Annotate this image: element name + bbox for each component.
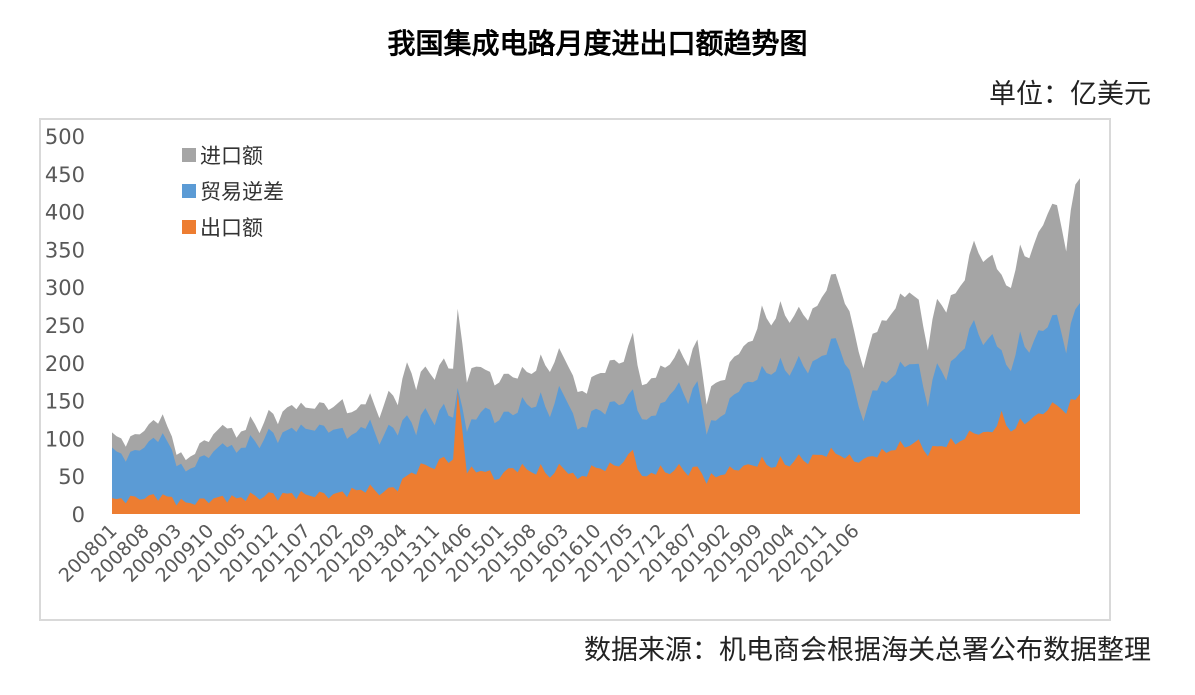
y-tick-label: 100 (45, 427, 85, 451)
y-tick-label: 300 (45, 276, 85, 300)
y-axis: 0 50 100 150 200 250 300 350 400 450 500 (45, 125, 85, 527)
y-tick-label: 200 (45, 352, 85, 376)
x-axis: 2008012008082009032009102010052010122011… (55, 520, 864, 587)
legend-import-swatch (182, 148, 196, 162)
chart-title: 我国集成电路月度进出口额趋势图 (387, 27, 808, 60)
export-series-area (112, 391, 1080, 514)
legend-deficit-label: 贸易逆差 (200, 180, 284, 204)
y-tick-label: 250 (45, 314, 85, 338)
y-tick-label: 50 (58, 465, 85, 489)
legend-export-label: 出口额 (200, 216, 263, 240)
chart-frame (39, 118, 1111, 621)
y-tick-label: 0 (72, 503, 85, 527)
y-tick-label: 450 (45, 163, 85, 187)
data-source: 数据来源：机电商会根据海关总署公布数据整理 (584, 635, 1151, 666)
y-tick-label: 150 (45, 390, 85, 414)
y-tick-label: 350 (45, 238, 85, 262)
export-area (112, 391, 1080, 514)
legend-deficit-swatch (182, 184, 196, 198)
unit-label: 单位：亿美元 (989, 79, 1151, 110)
y-tick-label: 500 (45, 125, 85, 149)
legend-export-swatch (182, 220, 196, 234)
y-tick-label: 400 (45, 201, 85, 225)
legend-import-label: 进口额 (200, 144, 263, 168)
